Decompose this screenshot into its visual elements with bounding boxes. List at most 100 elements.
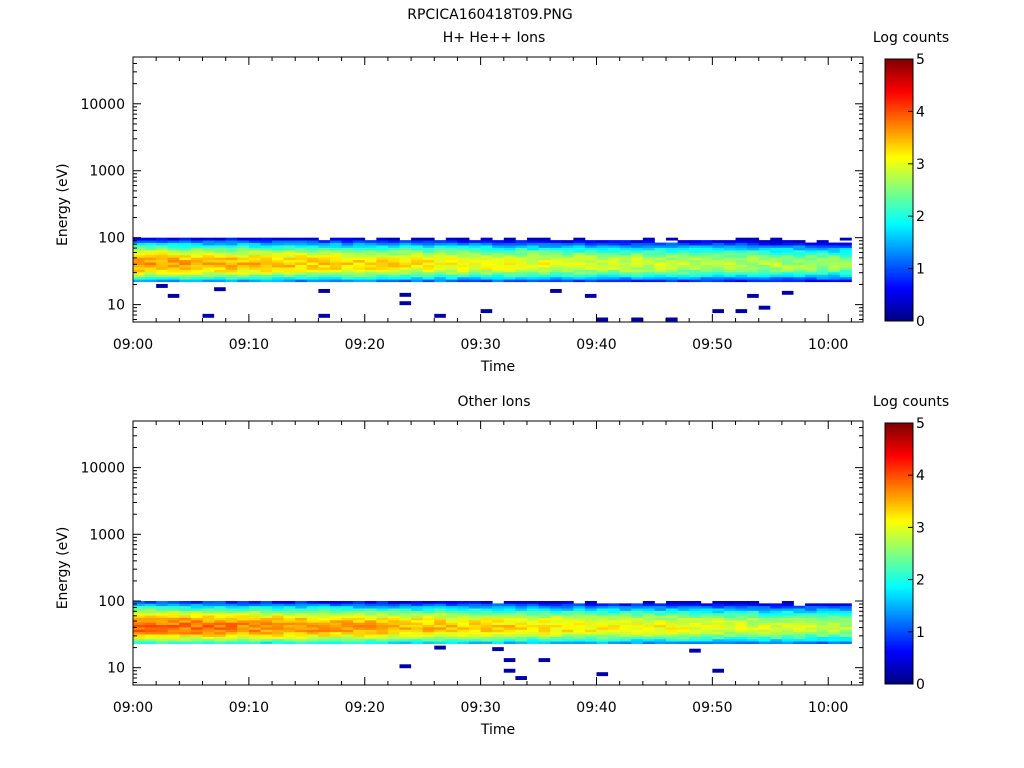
colorbar-swatch: [885, 542, 913, 546]
heatmap-cell: [596, 267, 609, 270]
colorbar-swatch: [885, 562, 913, 565]
heatmap-cell: [295, 603, 308, 607]
heatmap-cell: [781, 641, 794, 644]
heatmap-cell: [411, 610, 424, 614]
heatmap-cell: [133, 237, 145, 241]
heatmap-cell: [619, 269, 632, 273]
heatmap-cell: [723, 615, 736, 618]
colorbar-swatch: [885, 507, 913, 511]
heatmap-cell: [816, 274, 829, 278]
heatmap-cell: [364, 252, 377, 256]
colorbar-tick-label: 0: [916, 314, 925, 330]
heatmap-cell: [677, 634, 690, 637]
heatmap-cell: [295, 641, 308, 644]
heatmap-cell: [735, 603, 748, 607]
heatmap-cell: [793, 622, 806, 626]
heatmap-cell: [735, 237, 748, 241]
heatmap-cell: [434, 254, 447, 258]
heatmap-cell: [654, 262, 667, 265]
heatmap-cell: [631, 247, 644, 251]
heatmap-cell: [179, 279, 192, 283]
colorbar-swatch: [885, 264, 913, 267]
heatmap-cell: [515, 636, 528, 640]
heatmap-cell: [248, 610, 261, 614]
heatmap-cell: [666, 237, 679, 241]
heatmap-cell: [805, 617, 818, 621]
heatmap-cell: [179, 276, 192, 280]
heatmap-cell: [353, 617, 366, 621]
heatmap-cell: [260, 237, 273, 241]
heatmap-cell: [260, 267, 273, 270]
x-tick-label: 09:30: [460, 700, 500, 716]
heatmap-cell: [260, 627, 273, 630]
heatmap-cell: [573, 242, 586, 246]
heatmap-cell: [341, 638, 354, 642]
heatmap-cell: [747, 636, 760, 640]
heatmap-cell: [828, 603, 841, 607]
heatmap-cell: [376, 634, 389, 637]
heatmap-cell: [828, 619, 841, 623]
heatmap-cell: [167, 636, 180, 640]
heatmap-cell: [689, 600, 702, 604]
heatmap-cell: [179, 608, 192, 611]
heatmap-cell: [353, 605, 366, 609]
heatmap-cell: [666, 605, 679, 609]
heatmap-cell: [781, 245, 794, 248]
heatmap-cell: [608, 240, 621, 243]
colorbar-swatch: [885, 126, 913, 130]
heatmap-cell: [700, 636, 713, 640]
heatmap-cell: [237, 612, 250, 616]
colorbar-swatch: [885, 63, 913, 67]
heatmap-cell: [828, 610, 841, 614]
heatmap-cell: [469, 245, 482, 248]
heatmap-cell: [422, 257, 435, 261]
heatmap-cell: [469, 641, 482, 644]
heatmap-cell: [526, 267, 539, 270]
heatmap-cell: [526, 617, 539, 621]
heatmap-cell: [608, 638, 621, 642]
heatmap-cell: [133, 276, 145, 280]
heatmap-cell: [839, 271, 852, 275]
heatmap-cell: [770, 237, 783, 241]
heatmap-cell: [758, 634, 771, 637]
heatmap-cell: [306, 257, 319, 261]
heatmap-cell: [133, 615, 145, 618]
heatmap-cell: [225, 259, 238, 263]
heatmap-cell: [515, 259, 528, 263]
heatmap-cell: [608, 267, 621, 270]
colorbar-swatch: [885, 423, 913, 426]
heatmap-cell: [225, 242, 238, 246]
heatmap-cell: [770, 610, 783, 614]
heatmap-cell: [550, 638, 563, 642]
heatmap-cell: [758, 605, 771, 609]
heatmap-cell: [550, 247, 563, 251]
heatmap-cell: [608, 279, 621, 283]
heatmap-cell: [816, 631, 829, 635]
heatmap-cell: [329, 627, 342, 630]
heatmap-cell: [666, 274, 679, 278]
heatmap-cell: [329, 619, 342, 623]
heatmap-cell: [214, 603, 227, 607]
heatmap-cell: [608, 252, 621, 256]
heatmap-cell: [260, 242, 273, 246]
heatmap-cell: [156, 279, 169, 283]
colorbar-swatch: [885, 531, 913, 535]
colorbar-swatch: [885, 227, 913, 230]
heatmap-cell: [341, 627, 354, 630]
colorbar-swatch: [885, 288, 913, 291]
colorbar-swatch: [885, 238, 913, 241]
heatmap-cell: [770, 631, 783, 635]
heatmap-cell: [677, 629, 690, 633]
sparse-count-cell: [515, 676, 527, 680]
heatmap-cell: [816, 622, 829, 626]
heatmap-cell: [411, 615, 424, 618]
y-axis-label: Energy (eV): [55, 163, 71, 246]
heatmap-cell: [214, 634, 227, 637]
heatmap-cell: [306, 249, 319, 253]
heatmap-cell: [689, 262, 702, 265]
heatmap-cell: [190, 237, 203, 241]
heatmap-cell: [735, 636, 748, 640]
heatmap-cell: [747, 242, 760, 246]
sparse-count-cell: [399, 292, 412, 297]
heatmap-cell: [700, 259, 713, 263]
